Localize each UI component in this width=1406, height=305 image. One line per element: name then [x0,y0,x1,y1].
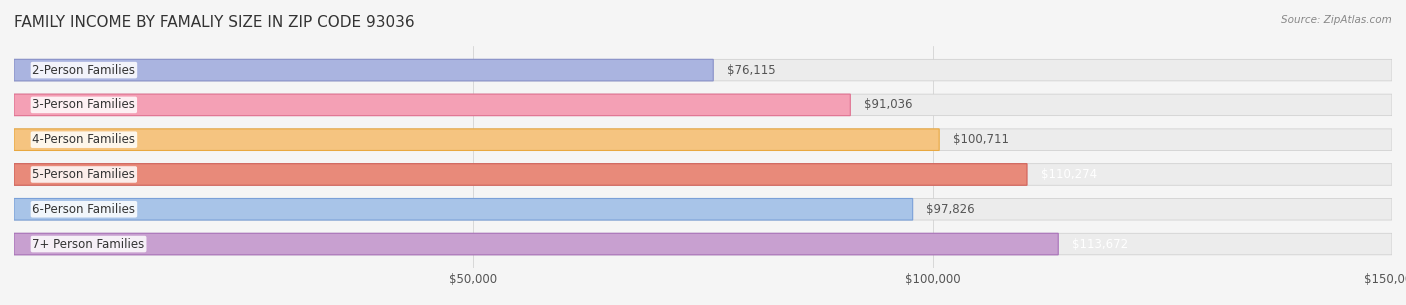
FancyBboxPatch shape [14,59,713,81]
FancyBboxPatch shape [14,164,1026,185]
Text: $100,711: $100,711 [953,133,1010,146]
Text: 7+ Person Families: 7+ Person Families [32,238,145,250]
FancyBboxPatch shape [14,199,1392,220]
FancyBboxPatch shape [14,59,1392,81]
FancyBboxPatch shape [14,233,1059,255]
Text: FAMILY INCOME BY FAMALIY SIZE IN ZIP CODE 93036: FAMILY INCOME BY FAMALIY SIZE IN ZIP COD… [14,15,415,30]
FancyBboxPatch shape [14,233,1392,255]
FancyBboxPatch shape [14,199,912,220]
Text: 2-Person Families: 2-Person Families [32,64,135,77]
FancyBboxPatch shape [14,94,851,116]
FancyBboxPatch shape [14,94,1392,116]
Text: $76,115: $76,115 [727,64,776,77]
Text: Source: ZipAtlas.com: Source: ZipAtlas.com [1281,15,1392,25]
Text: $113,672: $113,672 [1071,238,1128,250]
Text: $91,036: $91,036 [865,99,912,111]
FancyBboxPatch shape [14,129,939,150]
Text: $97,826: $97,826 [927,203,976,216]
FancyBboxPatch shape [14,164,1392,185]
Text: 3-Person Families: 3-Person Families [32,99,135,111]
FancyBboxPatch shape [14,129,1392,150]
Text: 5-Person Families: 5-Person Families [32,168,135,181]
Text: 4-Person Families: 4-Person Families [32,133,135,146]
Text: 6-Person Families: 6-Person Families [32,203,135,216]
Text: $110,274: $110,274 [1040,168,1097,181]
